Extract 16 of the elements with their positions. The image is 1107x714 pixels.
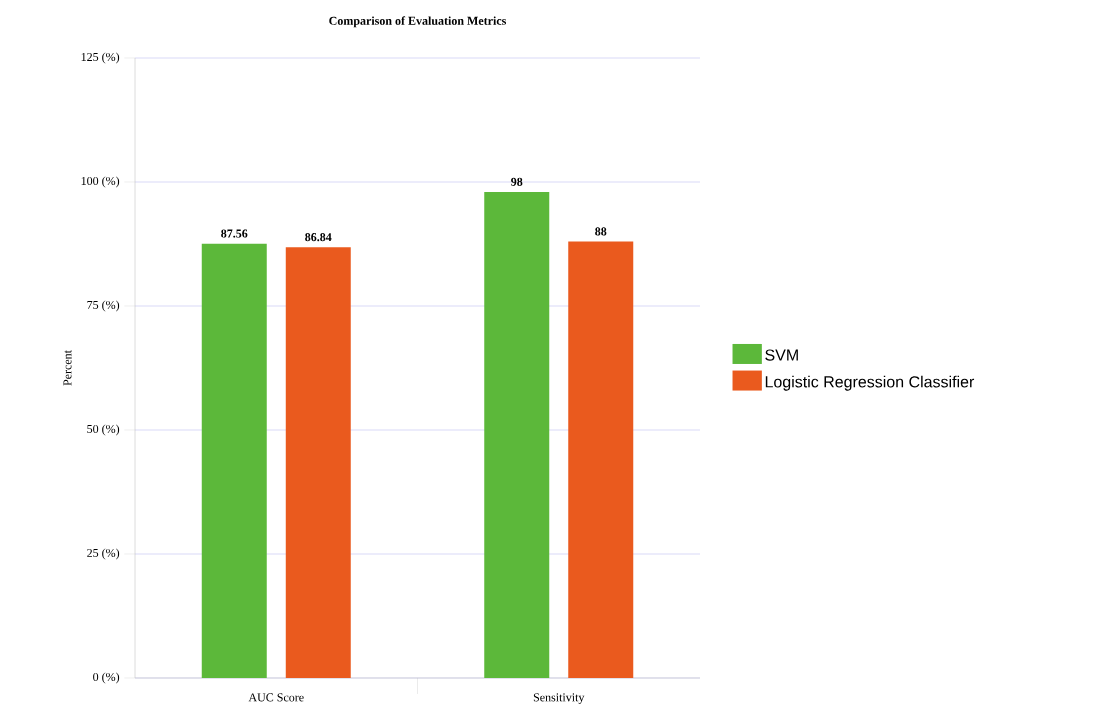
legend-label: Logistic Regression Classifier [765,375,975,391]
x-tick-label: AUC Score [248,693,304,702]
y-tick-label: 50 (%) [87,424,120,436]
data-label: 98 [511,177,523,186]
chart-title: Comparison of Evaluation Metrics [329,16,507,28]
y-tick-label: 0 (%) [93,672,120,684]
data-label: 87.56 [221,229,248,238]
y-tick-label: 25 (%) [87,548,120,560]
y-tick-label: 75 (%) [87,300,120,312]
data-label: 86.84 [305,233,332,242]
x-tick-label: Sensitivity [533,693,585,704]
y-axis-title: Percent [63,350,72,386]
y-tick-label: 125 (%) [81,52,120,64]
y-tick-label: 100 (%) [81,176,120,188]
legend-label: SVM [765,349,798,361]
data-label: 88 [595,227,607,236]
